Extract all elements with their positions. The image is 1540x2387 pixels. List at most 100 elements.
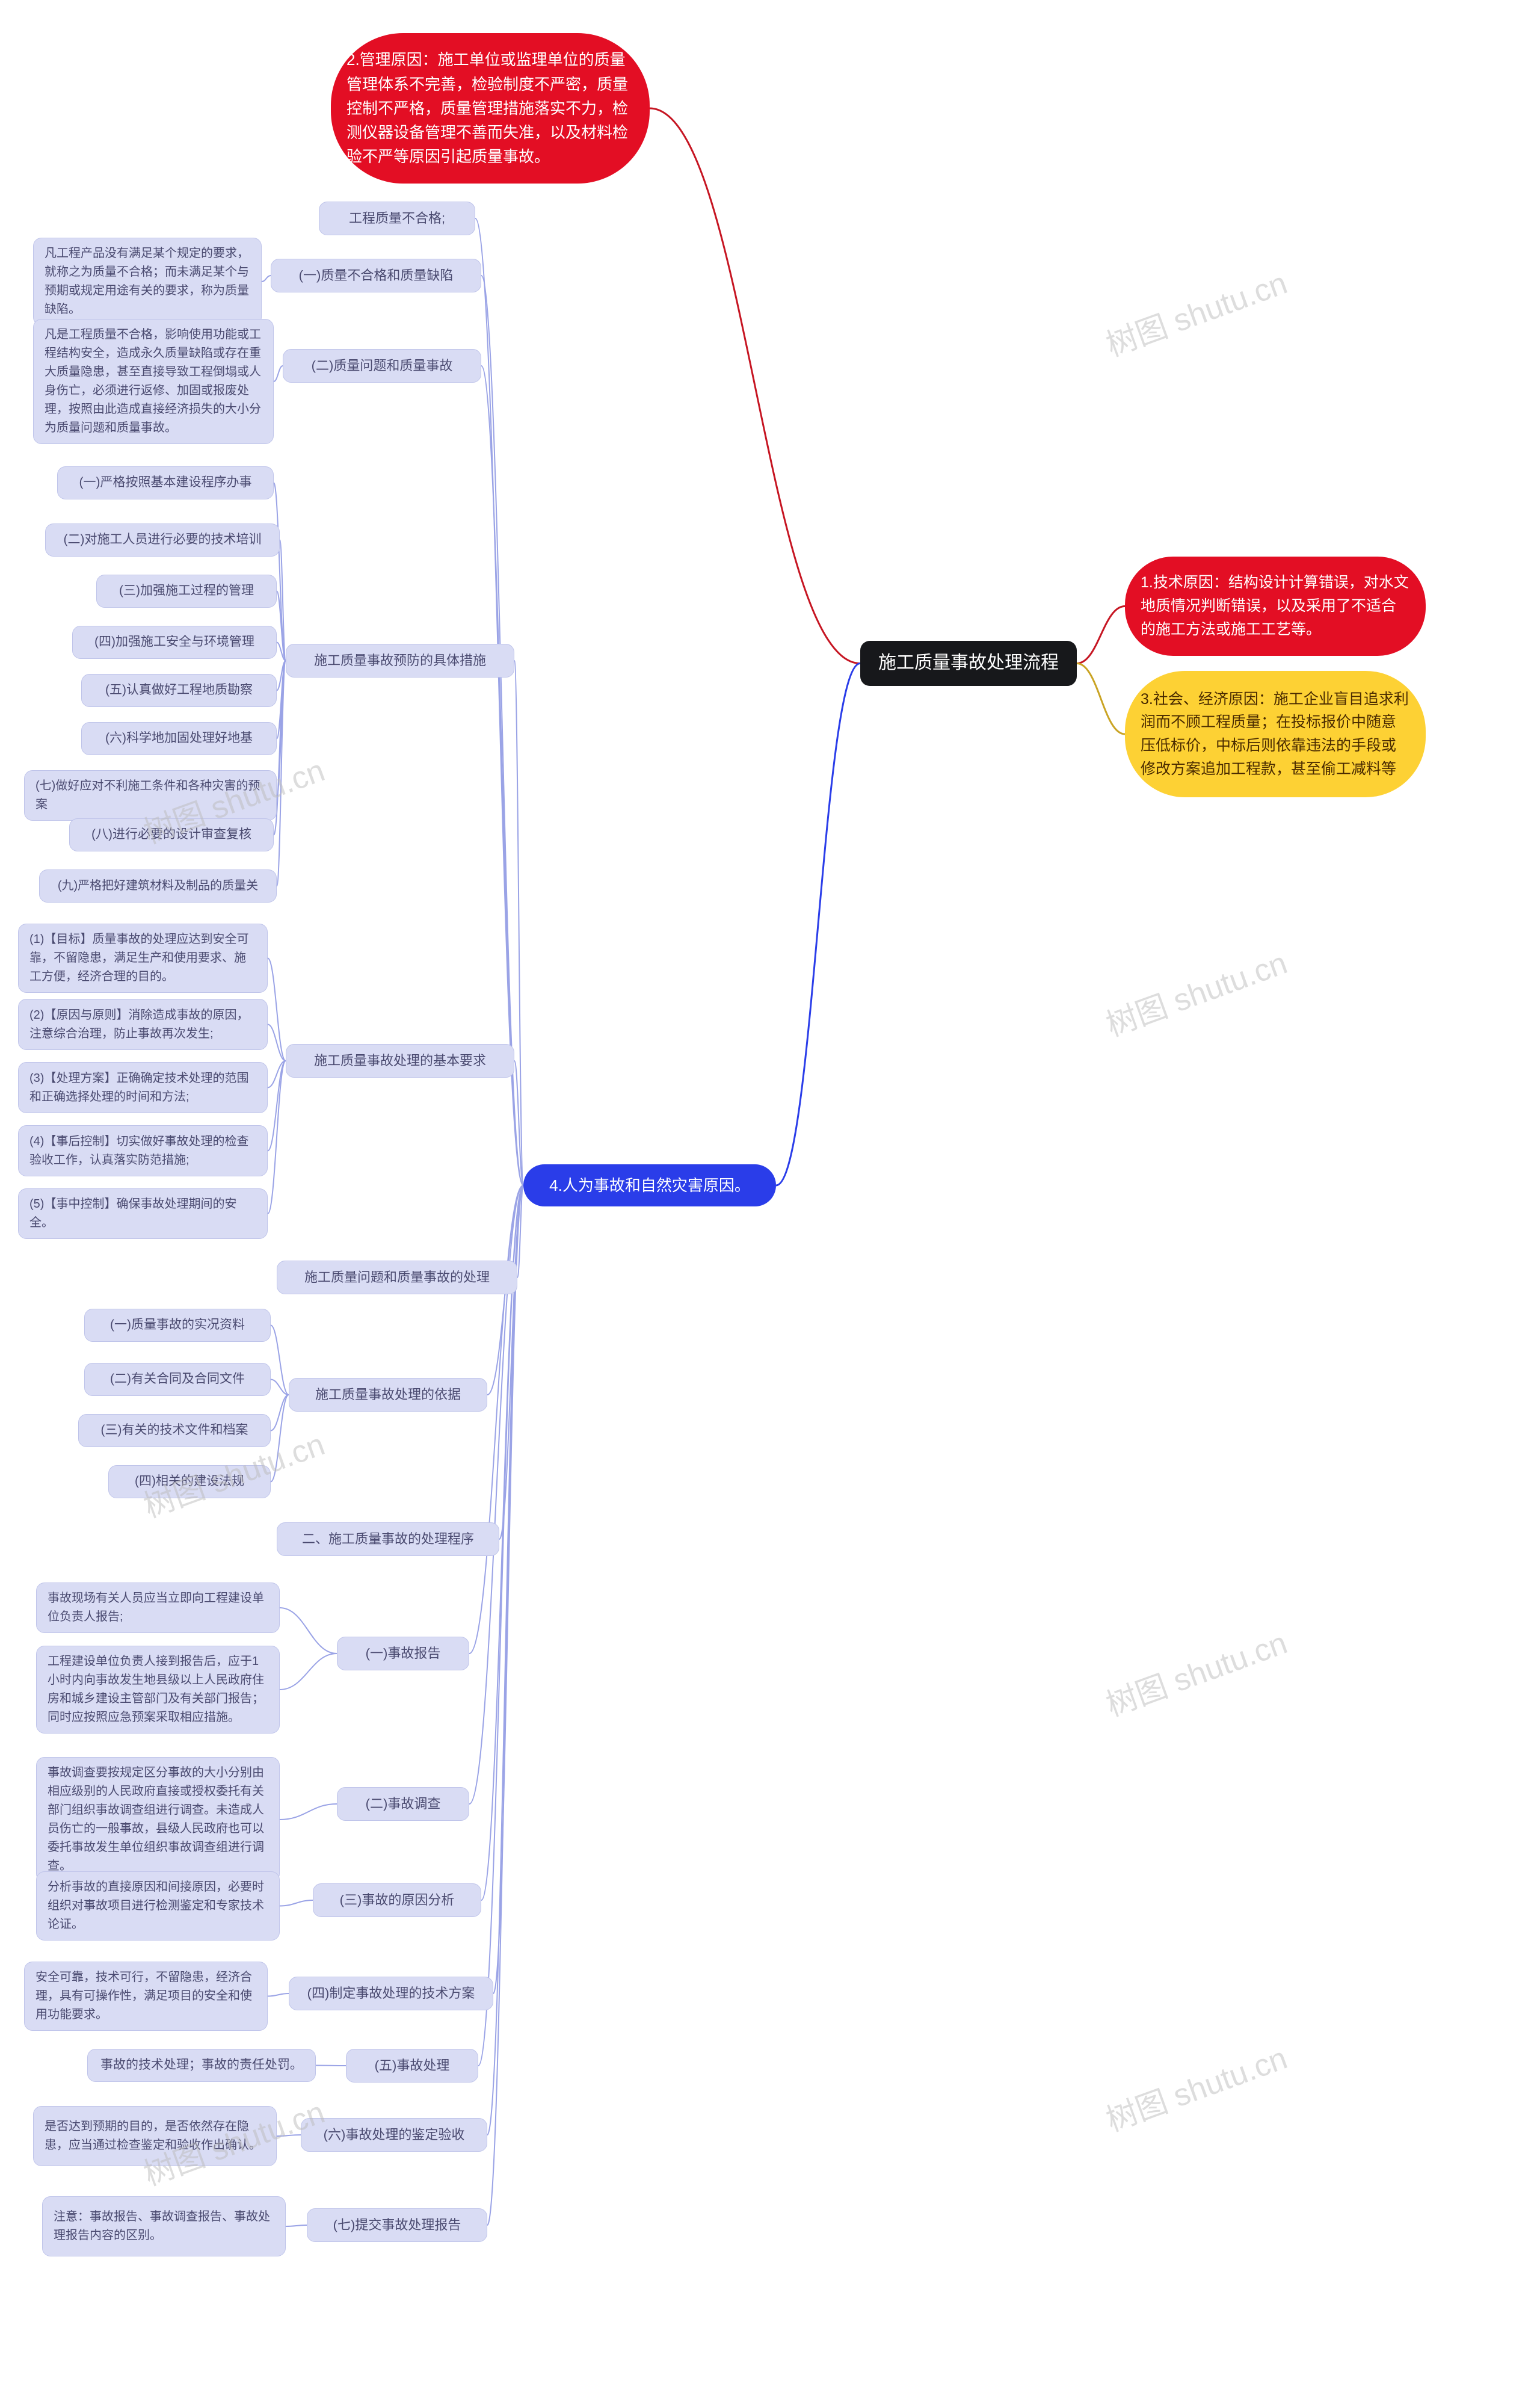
edge — [268, 1025, 286, 1061]
node-l_g2: (二)有关合同及合同文件 — [84, 1363, 271, 1396]
node-l_i: (一)事故报告 — [337, 1637, 469, 1670]
edge — [517, 1185, 523, 1277]
edge — [271, 1380, 289, 1395]
node-l_h: 二、施工质量事故的处理程序 — [277, 1522, 499, 1556]
edge — [277, 661, 286, 886]
node-l_m: (四)制定事故处理的技术方案 — [289, 1977, 493, 2010]
edge — [271, 1395, 289, 1431]
node-text: (四)相关的建设法规 — [135, 1472, 244, 1492]
node-text: (六)科学地加固处理好地基 — [105, 729, 253, 749]
node-text: (七)做好应对不利施工条件和各种灾害的预案 — [35, 777, 265, 814]
edge — [499, 1185, 523, 1539]
node-l_d9: (九)严格把好建筑材料及制品的质量关 — [39, 869, 277, 903]
edge — [271, 1395, 289, 1482]
node-text: (3)【处理方案】正确确定技术处理的范围和正确选择处理的时间和方法; — [29, 1069, 256, 1107]
node-text: (2)【原因与原则】消除造成事故的原因，注意综合治理，防止事故再次发生; — [29, 1006, 256, 1043]
node-l_e: 施工质量事故处理的基本要求 — [286, 1044, 514, 1078]
edge — [277, 661, 286, 739]
edge — [776, 664, 860, 1186]
edge — [268, 1061, 286, 1088]
node-text: 二、施工质量事故的处理程序 — [302, 1529, 474, 1549]
edge — [280, 1608, 337, 1654]
node-l_e1: (1)【目标】质量事故的处理应达到安全可靠，不留隐患，满足生产和使用要求、施工方… — [18, 924, 268, 993]
node-l_m1: 安全可靠，技术可行，不留隐患，经济合理，具有可操作性，满足项目的安全和使用功能要… — [24, 1962, 268, 2031]
node-l_d8: (八)进行必要的设计审查复核 — [69, 818, 274, 851]
node-l_j1: 事故调查要按规定区分事故的大小分别由相应级别的人民政府直接或授权委托有关部门组织… — [36, 1757, 280, 1882]
node-l_d4: (四)加强施工安全与环境管理 — [72, 626, 277, 659]
node-text: 事故现场有关人员应当立即向工程建设单位负责人报告; — [48, 1589, 268, 1626]
node-l_d1: (一)严格按照基本建设程序办事 — [57, 466, 274, 499]
node-text: (5)【事中控制】确保事故处理期间的安全。 — [29, 1195, 256, 1232]
node-l_e5: (5)【事中控制】确保事故处理期间的安全。 — [18, 1188, 268, 1239]
node-text: (4)【事后控制】切实做好事故处理的检查验收工作，认真落实防范措施; — [29, 1132, 256, 1170]
edge — [262, 276, 271, 282]
node-text: 施工质量事故处理流程 — [878, 649, 1059, 678]
edge — [469, 1185, 523, 1654]
node-text: 是否达到预期的目的，是否依然存在隐患，应当通过检查鉴定和验收作出确认。 — [45, 2117, 265, 2155]
node-text: (六)事故处理的鉴定验收 — [324, 2125, 465, 2145]
node-text: 工程质量不合格; — [349, 208, 445, 229]
node-r_right: 1.技术原因：结构设计计算错误，对水文地质情况判断错误，以及采用了不适合的施工方… — [1125, 557, 1426, 656]
node-l_f: 施工质量问题和质量事故的处理 — [277, 1261, 517, 1294]
node-l_d: 施工质量事故预防的具体措施 — [286, 644, 514, 678]
node-l_g4: (四)相关的建设法规 — [108, 1465, 271, 1498]
node-text: 安全可靠，技术可行，不留隐患，经济合理，具有可操作性，满足项目的安全和使用功能要… — [35, 1968, 256, 2024]
node-l_a: 工程质量不合格; — [319, 202, 475, 235]
node-text: 凡工程产品没有满足某个规定的要求，就称之为质量不合格；而未满足某个与预期或规定用… — [45, 244, 250, 319]
mindmap-canvas: 施工质量事故处理流程 2.管理原因：施工单位或监理单位的质量管理体系不完善，检验制… — [0, 0, 1540, 2387]
node-l_o: (六)事故处理的鉴定验收 — [301, 2118, 487, 2152]
node-text: (一)质量不合格和质量缺陷 — [299, 265, 454, 286]
node-text: (一)质量事故的实况资料 — [110, 1315, 245, 1335]
edge — [650, 108, 860, 664]
node-text: (五)事故处理 — [375, 2055, 450, 2076]
node-text: (九)严格把好建筑材料及制品的质量关 — [58, 877, 258, 895]
edge — [268, 1061, 286, 1214]
watermark: 树图 shutu.cn — [1099, 2033, 1293, 2140]
edge — [514, 1061, 523, 1185]
node-l_n: (五)事故处理 — [346, 2049, 478, 2083]
edge — [1077, 664, 1125, 735]
node-text: (二)质量问题和质量事故 — [312, 356, 453, 376]
node-l_j: (二)事故调查 — [337, 1787, 469, 1821]
watermark: 树图 shutu.cn — [1099, 258, 1293, 365]
edge — [280, 1900, 313, 1906]
node-text: (一)事故报告 — [366, 1643, 441, 1664]
node-text: 4.人为事故和自然灾害原因。 — [549, 1173, 750, 1197]
node-l_i1: 事故现场有关人员应当立即向工程建设单位负责人报告; — [36, 1583, 280, 1633]
node-l_d5: (五)认真做好工程地质勘察 — [81, 674, 277, 707]
node-l_p1: 注意：事故报告、事故调查报告、事故处理报告内容的区别。 — [42, 2196, 286, 2256]
watermark: 树图 shutu.cn — [1099, 1617, 1293, 1725]
node-l_c: (二)质量问题和质量事故 — [283, 349, 481, 383]
node-text: (二)事故调查 — [366, 1794, 441, 1814]
node-y_right: 3.社会、经济原因：施工企业盲目追求利润而不顾工程质量；在投标报价中随意压低标价… — [1125, 671, 1426, 797]
node-l_g3: (三)有关的技术文件和档案 — [78, 1414, 271, 1447]
node-l_e3: (3)【处理方案】正确确定技术处理的范围和正确选择处理的时间和方法; — [18, 1062, 268, 1113]
node-l_p: (七)提交事故处理报告 — [307, 2208, 487, 2242]
edge — [277, 643, 286, 661]
node-l_d6: (六)科学地加固处理好地基 — [81, 722, 277, 755]
edge — [1077, 607, 1125, 664]
node-l_d7: (七)做好应对不利施工条件和各种灾害的预案 — [24, 770, 277, 821]
node-text: 2.管理原因：施工单位或监理单位的质量管理体系不完善，检验制度不严密，质量控制不… — [346, 48, 634, 168]
node-l_k1: 分析事故的直接原因和间接原因，必要时组织对事故项目进行检测鉴定和专家技术论证。 — [36, 1871, 280, 1941]
node-text: 注意：事故报告、事故调查报告、事故处理报告内容的区别。 — [54, 2208, 274, 2245]
node-l_g1: (一)质量事故的实况资料 — [84, 1309, 271, 1342]
node-text: (三)事故的原因分析 — [340, 1890, 455, 1910]
node-text: 施工质量问题和质量事故的处理 — [304, 1267, 490, 1288]
node-text: 事故调查要按规定区分事故的大小分别由相应级别的人民政府直接或授权委托有关部门组织… — [48, 1764, 268, 1876]
node-l_c1: 凡是工程质量不合格，影响使用功能或工程结构安全，造成永久质量缺陷或存在重大质量隐… — [33, 319, 274, 444]
node-text: (三)加强施工过程的管理 — [119, 581, 254, 601]
node-text: 事故的技术处理；事故的责任处罚。 — [100, 2055, 303, 2075]
edge — [268, 959, 286, 1061]
edge — [487, 1185, 523, 2225]
node-text: 施工质量事故预防的具体措施 — [314, 650, 486, 671]
node-text: 工程建设单位负责人接到报告后，应于1小时内向事故发生地县级以上人民政府住房和城乡… — [48, 1652, 268, 1727]
node-text: (四)加强施工安全与环境管理 — [94, 632, 254, 652]
watermark: 树图 shutu.cn — [1099, 937, 1293, 1045]
node-text: (四)制定事故处理的技术方案 — [307, 1983, 475, 2004]
edge — [277, 2135, 301, 2136]
node-l_g: 施工质量事故处理的依据 — [289, 1378, 487, 1412]
node-text: (二)对施工人员进行必要的技术培训 — [64, 530, 262, 550]
node-l_k: (三)事故的原因分析 — [313, 1883, 481, 1917]
node-text: 施工质量事故处理的依据 — [315, 1385, 461, 1405]
